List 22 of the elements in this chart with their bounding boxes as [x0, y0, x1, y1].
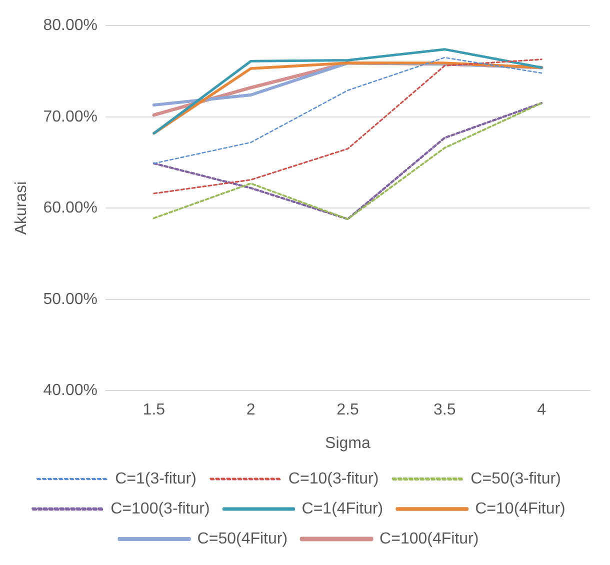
legend-label: C=100(3-fitur): [110, 500, 210, 518]
x-tick-label: 3.5: [434, 402, 456, 419]
line-series: [153, 56, 542, 164]
x-tick-label: 1.5: [142, 402, 166, 419]
legend-label: C=1(3-fitur): [115, 470, 196, 488]
y-tick-label: 50.00%: [43, 290, 98, 308]
legend-label: C=1(4Fitur): [302, 500, 384, 518]
legend-label: C=10(3-fitur): [288, 470, 379, 488]
y-tick-label: 40.00%: [43, 382, 98, 400]
x-tick-label: 4: [537, 402, 546, 419]
x-tick-label: 2.5: [336, 402, 359, 419]
legend-label: C=100(4Fitur): [380, 530, 479, 548]
legend-label: C=10(4Fitur): [475, 500, 566, 518]
y-tick-label: 70.00%: [43, 108, 98, 126]
y-tick-label: 60.00%: [43, 200, 98, 217]
x-tick-label: 2: [246, 402, 256, 419]
line-series: [153, 58, 542, 194]
y-tick-label: 80.00%: [43, 17, 98, 34]
x-axis-title: Sigma: [325, 434, 371, 452]
legend-label: C=50(4Fitur): [197, 530, 288, 548]
legend-label: C=50(3-fitur): [470, 470, 561, 488]
y-axis-title: Akurasi: [13, 181, 30, 235]
